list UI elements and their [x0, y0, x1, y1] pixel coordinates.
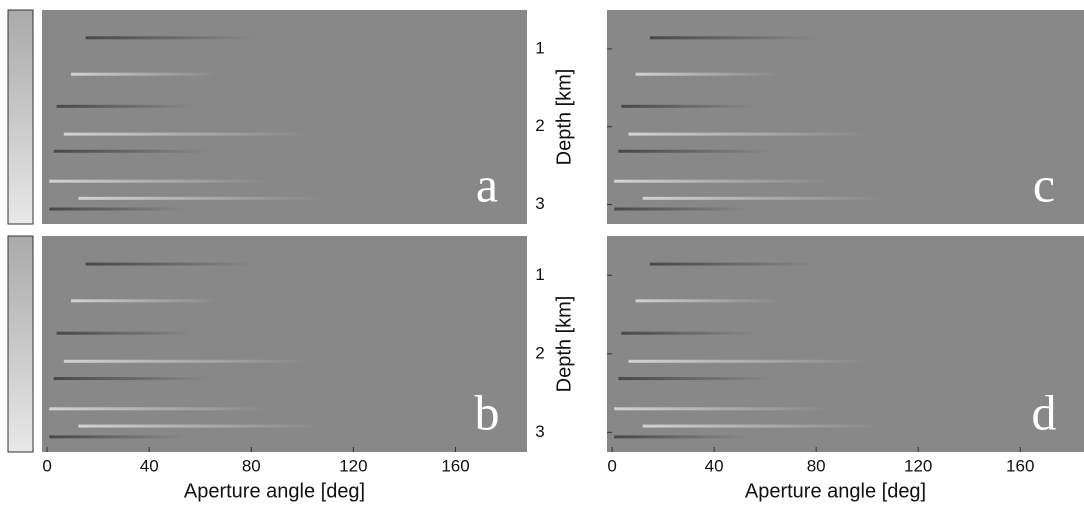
- side-strip: [7, 235, 34, 453]
- reflector: [628, 359, 867, 363]
- reflector: [621, 331, 755, 335]
- reflector: [63, 359, 307, 363]
- x-tick-label: 160: [441, 456, 469, 475]
- y-tick-label: 1: [535, 265, 544, 284]
- x-tick-label: 40: [705, 456, 724, 475]
- reflector: [49, 179, 268, 183]
- panel-letter: d: [1032, 384, 1057, 440]
- panel-letter: c: [1033, 156, 1055, 212]
- x-axis-label: Aperture angle [deg]: [184, 480, 365, 502]
- reflector: [621, 104, 755, 108]
- y-axis-label: Depth [km]: [553, 296, 575, 393]
- reflector: [49, 407, 268, 411]
- reflector: [649, 262, 817, 266]
- panel-letter: b: [475, 384, 500, 440]
- y-tick-label: 3: [535, 422, 544, 441]
- x-tick-label: 0: [42, 456, 51, 475]
- reflector: [78, 196, 321, 200]
- reflector: [618, 149, 772, 153]
- x-tick-label: 80: [242, 456, 261, 475]
- reflector: [56, 104, 193, 108]
- y-axis-label: Depth [km]: [553, 69, 575, 166]
- reflector: [628, 132, 867, 136]
- reflector: [85, 36, 256, 40]
- reflector: [614, 179, 829, 183]
- reflector: [53, 377, 209, 381]
- reflector: [71, 299, 217, 303]
- x-tick-label: 80: [807, 456, 826, 475]
- x-tick-label: 120: [904, 456, 932, 475]
- reflector: [614, 407, 829, 411]
- reflector: [85, 262, 256, 266]
- x-tick-label: 160: [1006, 456, 1034, 475]
- reflector: [614, 435, 748, 439]
- reflector: [49, 435, 186, 439]
- reflector: [71, 72, 217, 76]
- reflector: [642, 196, 882, 200]
- side-strip: [7, 9, 34, 225]
- reflector: [78, 424, 321, 428]
- y-tick-label: 2: [535, 343, 544, 362]
- image-panel: [607, 10, 1084, 224]
- y-tick-label: 1: [535, 38, 544, 57]
- image-panel: [42, 236, 527, 452]
- x-tick-label: 0: [607, 456, 616, 475]
- reflector: [635, 72, 779, 76]
- reflector: [642, 424, 882, 428]
- reflector: [56, 331, 193, 335]
- reflector: [635, 299, 779, 303]
- y-tick-label: 2: [535, 116, 544, 135]
- x-tick-label: 120: [339, 456, 367, 475]
- panel-letter: a: [476, 156, 498, 212]
- x-tick-label: 40: [140, 456, 159, 475]
- reflector: [53, 149, 209, 153]
- reflector: [614, 207, 748, 211]
- x-axis-label: Aperture angle [deg]: [745, 480, 926, 502]
- reflector: [63, 132, 307, 136]
- image-panel: [607, 236, 1084, 452]
- image-panel: [42, 10, 527, 224]
- y-tick-label: 3: [535, 194, 544, 213]
- reflector: [649, 36, 817, 40]
- reflector: [618, 377, 772, 381]
- reflector: [49, 207, 186, 211]
